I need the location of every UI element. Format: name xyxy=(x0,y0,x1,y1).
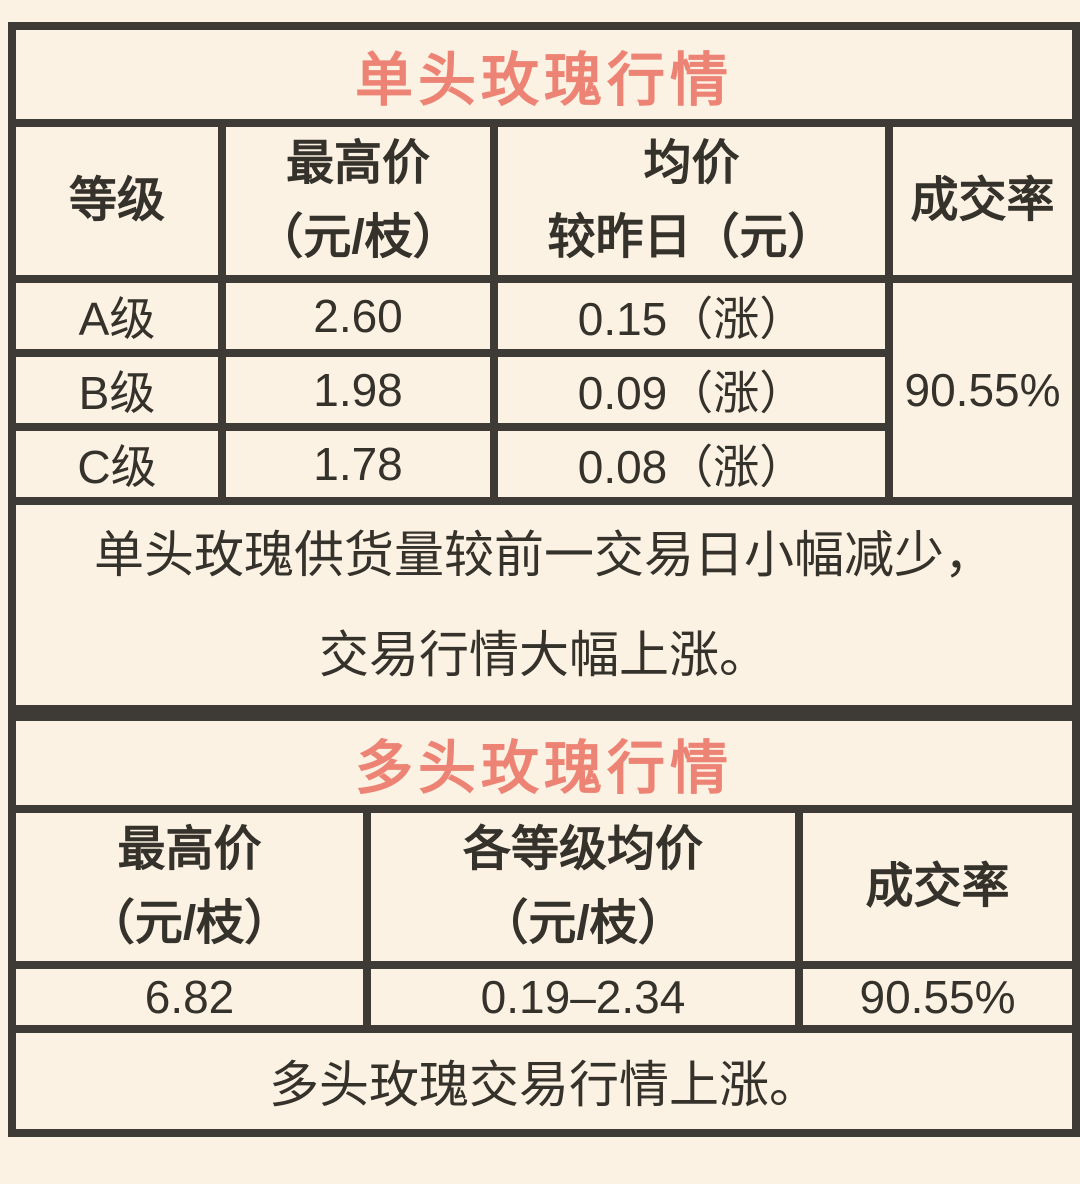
table1-header-avg-price-line1: 均价 xyxy=(643,137,740,190)
table1-note-line1: 单头玫瑰供货量较前一交易日小幅减少， xyxy=(94,527,994,583)
multi-head-rose-table: 多头玫瑰行情 最高价 （元/枝） 各等级均价 （元/枝） 成交率 6.82 0.… xyxy=(8,713,1080,1137)
table1-title-row: 单头玫瑰行情 xyxy=(7,22,1080,127)
page: 单头玫瑰行情 等级 最高价 （元/枝） 均价 较昨日（元） 成交率 A级 2.6… xyxy=(7,22,1080,1137)
single-head-rose-table: 单头玫瑰行情 等级 最高价 （元/枝） 均价 较昨日（元） 成交率 A级 2.6… xyxy=(7,22,1080,713)
table1-header-grade: 等级 xyxy=(8,119,226,283)
table1-header-max-price-line1: 最高价 xyxy=(285,137,430,190)
table2-avg-range-value: 0.19–2.34 xyxy=(363,961,803,1033)
grade-c-label: C级 xyxy=(8,423,226,505)
table1-title: 单头玫瑰行情 xyxy=(7,22,1080,127)
table1-header-deal-rate: 成交率 xyxy=(884,119,1080,283)
table1-row-b: B级 1.98 0.09（涨） xyxy=(8,349,1076,431)
table2-header-avg-price: 各等级均价 （元/枝） xyxy=(363,805,803,969)
table1-note: 单头玫瑰供货量较前一交易日小幅减少， 交易行情大幅上涨。 xyxy=(7,497,1080,713)
grade-b-avg-change: 0.09（涨） xyxy=(490,349,893,431)
table1-note-row: 单头玫瑰供货量较前一交易日小幅减少， 交易行情大幅上涨。 xyxy=(7,497,1080,713)
table1-header-max-price-line2: （元/枝） xyxy=(255,211,461,264)
table2-note-row: 多头玫瑰交易行情上涨。 xyxy=(8,1025,1080,1137)
table1-note-line2: 交易行情大幅上涨。 xyxy=(319,627,769,683)
grade-a-max-price: 2.60 xyxy=(218,275,498,357)
table2-header-max-price-line1: 最高价 xyxy=(117,823,262,876)
table1-header-avg-price: 均价 较昨日（元） xyxy=(490,119,893,283)
table2-header-avg-price-line2: （元/枝） xyxy=(480,897,686,950)
table2-header-avg-price-line1: 各等级均价 xyxy=(462,823,703,876)
table2-data-row: 6.82 0.19–2.34 90.55% xyxy=(8,961,1080,1033)
grade-a-avg-change: 0.15（涨） xyxy=(490,275,893,357)
grade-a-label: A级 xyxy=(8,275,226,357)
table2-header-deal-rate: 成交率 xyxy=(795,805,1080,969)
table1-row-a: A级 2.60 0.15（涨） 90.55% xyxy=(8,275,1080,505)
table2-header-max-price-line2: （元/枝） xyxy=(86,897,293,950)
grade-b-max-price: 1.98 xyxy=(218,349,498,431)
table2-deal-rate-value: 90.55% xyxy=(795,961,1080,1033)
table2-max-price-value: 6.82 xyxy=(8,961,371,1033)
table1-deal-rate-value: 90.55% xyxy=(884,275,1080,505)
table2-header-row: 最高价 （元/枝） 各等级均价 （元/枝） 成交率 xyxy=(8,805,1080,969)
table2-title: 多头玫瑰行情 xyxy=(8,713,1080,813)
table2-note: 多头玫瑰交易行情上涨。 xyxy=(8,1025,1080,1137)
grade-c-avg-change: 0.08（涨） xyxy=(490,423,893,505)
table1-header-avg-price-line2: 较昨日（元） xyxy=(547,211,836,264)
table2-header-max-price: 最高价 （元/枝） xyxy=(8,805,371,969)
grade-c-max-price: 1.78 xyxy=(218,423,498,505)
grade-b-label: B级 xyxy=(8,349,226,431)
table1-header-row: 等级 最高价 （元/枝） 均价 较昨日（元） 成交率 xyxy=(8,119,1080,283)
table1-row-c: C级 1.78 0.08（涨） xyxy=(8,423,1076,505)
table2-title-row: 多头玫瑰行情 xyxy=(8,713,1080,813)
table1-header-max-price: 最高价 （元/枝） xyxy=(218,119,498,283)
